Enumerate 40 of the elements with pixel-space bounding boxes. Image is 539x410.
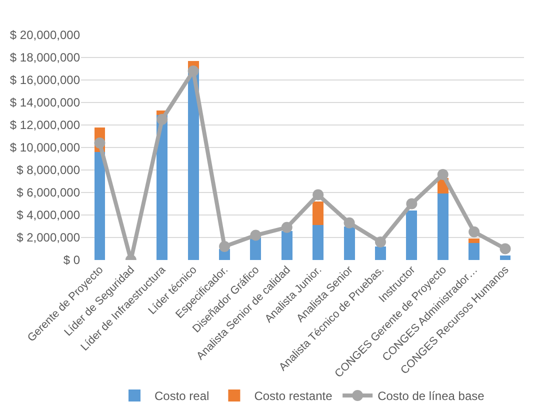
legend-label: Costo restante xyxy=(254,389,333,404)
y-tick-label: $ 10,000,000 xyxy=(10,140,80,155)
y-tick-label: $ 14,000,000 xyxy=(10,96,80,110)
point xyxy=(281,222,292,233)
bar xyxy=(375,246,386,260)
point xyxy=(156,114,168,125)
point xyxy=(312,189,324,200)
legend-label: Costo de línea base xyxy=(378,389,485,404)
point xyxy=(437,169,448,180)
y-tick-label: $ 8,000,000 xyxy=(16,163,80,178)
bar xyxy=(406,210,418,260)
point xyxy=(468,226,480,238)
bar xyxy=(500,256,511,260)
bar xyxy=(281,230,292,260)
y-tick-label: $ 6,000,000 xyxy=(16,186,80,200)
point xyxy=(188,66,199,76)
point xyxy=(500,243,511,254)
y-tick-label: $ 12,000,000 xyxy=(10,118,80,132)
bar xyxy=(312,225,324,260)
y-tick-label: $ 18,000,000 xyxy=(10,50,80,65)
point xyxy=(219,241,230,252)
point xyxy=(94,138,106,148)
bar xyxy=(437,194,448,260)
point xyxy=(344,217,355,228)
legend-label: Costo real xyxy=(154,389,210,404)
bar xyxy=(250,238,262,260)
point xyxy=(250,230,262,241)
y-tick-label: $ 16,000,000 xyxy=(10,73,80,88)
y-tick-label: $ 0 xyxy=(63,253,80,268)
bar xyxy=(468,243,480,260)
y-tick-label: $ 4,000,000 xyxy=(16,208,80,222)
bar xyxy=(312,202,324,226)
bar xyxy=(94,152,106,260)
bar xyxy=(344,226,355,260)
point xyxy=(374,236,386,248)
bar xyxy=(188,68,199,260)
bar xyxy=(468,238,480,244)
y-tick-label: $ 20,000,000 xyxy=(10,28,80,42)
point xyxy=(406,198,418,210)
y-tick-label: $ 2,000,000 xyxy=(16,230,80,245)
